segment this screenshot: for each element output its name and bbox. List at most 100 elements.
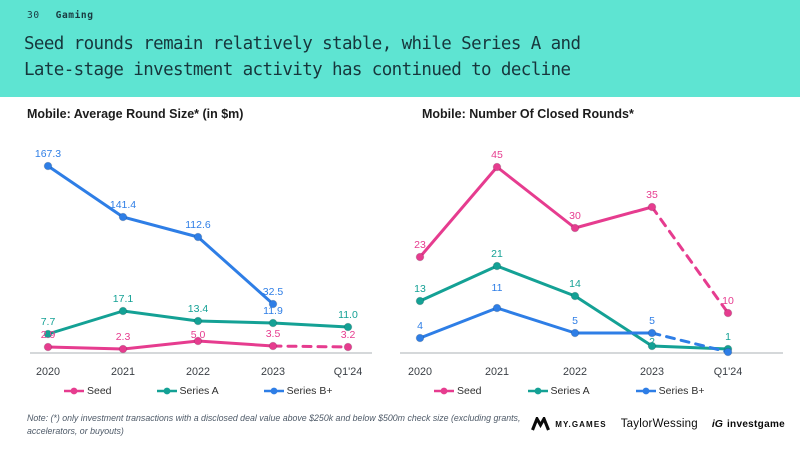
- data-point: [268, 318, 278, 328]
- data-point: [415, 333, 425, 343]
- data-label: 21: [491, 248, 503, 260]
- data-point: [647, 328, 657, 338]
- data-point: [268, 341, 278, 351]
- data-point: [343, 322, 353, 332]
- data-label: 2.3: [116, 331, 131, 343]
- data-point: [193, 316, 203, 326]
- data-label: 3.2: [341, 329, 356, 341]
- data-point: [647, 202, 657, 212]
- investgame-logo: iG investgame: [712, 418, 785, 430]
- data-point: [570, 291, 580, 301]
- data-label: 30: [569, 210, 581, 222]
- x-axis-label: 2022: [186, 366, 210, 378]
- data-label: 45: [491, 149, 503, 161]
- x-axis-label: 2022: [563, 366, 587, 378]
- mygames-zigzag-icon: [531, 417, 551, 431]
- data-label: 2: [649, 336, 655, 348]
- data-label: 13: [414, 283, 426, 295]
- x-axis-label: Q1'24: [714, 366, 742, 378]
- data-label: 14: [569, 278, 581, 290]
- data-label: 10: [722, 295, 734, 307]
- data-label: 1: [725, 331, 731, 343]
- investgame-mark-icon: iG: [711, 418, 723, 430]
- data-point: [570, 223, 580, 233]
- data-point: [268, 299, 278, 309]
- data-label: 167.3: [35, 148, 61, 160]
- data-label: 141.4: [110, 199, 136, 211]
- slide-title-line2: Late-stage investment activity has conti…: [24, 60, 571, 80]
- x-axis-label: 2021: [111, 366, 135, 378]
- data-point: [43, 329, 53, 339]
- chart-title-closed-rounds: Mobile: Number Of Closed Rounds*: [422, 107, 634, 121]
- data-label: 5: [572, 315, 578, 327]
- legend-marker-icon: [64, 387, 84, 395]
- data-point: [723, 308, 733, 318]
- data-point: [492, 303, 502, 313]
- data-point: [193, 232, 203, 242]
- legend-marker-icon: [434, 387, 454, 395]
- series-line-dashed: [271, 344, 350, 349]
- legend-item-series-a: Series A: [527, 385, 590, 397]
- legend-item-series-b: Series B+: [263, 385, 333, 397]
- header-band: 30 Gaming Seed rounds remain relatively s…: [0, 0, 800, 97]
- data-label: 3.5: [266, 328, 281, 340]
- legend-item-seed: Seed: [433, 385, 482, 397]
- data-point: [415, 252, 425, 262]
- data-point: [343, 342, 353, 352]
- series-line-solid: [418, 165, 654, 259]
- legend-marker-icon: [635, 387, 656, 395]
- data-label: 2.9: [41, 329, 56, 341]
- data-label: 11.0: [338, 309, 358, 321]
- legend-label: Series B+: [286, 385, 333, 397]
- x-axis-label: 2023: [640, 366, 664, 378]
- investgame-logo-text: investgame: [726, 419, 785, 430]
- legend-avg-round-size: Seed Series A Series B+: [63, 385, 332, 397]
- series-line-dashed: [650, 205, 730, 315]
- data-label: 5.0: [191, 329, 206, 341]
- legend-label: Series B+: [658, 385, 705, 397]
- data-point: [492, 162, 502, 172]
- series-series-b: 167.3 141.4 112.6 32.5: [35, 148, 284, 309]
- x-axis-label: 2023: [261, 366, 285, 378]
- data-point: [570, 328, 580, 338]
- legend-label: Series A: [179, 385, 219, 397]
- data-label: 23: [414, 239, 426, 251]
- data-label: 4: [417, 320, 423, 332]
- chart-title-avg-round-size: Mobile: Average Round Size* (in $m): [27, 107, 244, 121]
- series-line-solid: [46, 164, 275, 306]
- data-label: 11.9: [263, 305, 283, 317]
- legend-label: Series A: [550, 385, 590, 397]
- data-point: [415, 296, 425, 306]
- data-point: [193, 336, 203, 346]
- series-seed: 2.9 2.3 5.0 3.5 3.2: [41, 328, 356, 354]
- legend-item-seed: Seed: [63, 385, 112, 397]
- series-line-solid: [418, 306, 654, 340]
- data-point: [118, 306, 128, 316]
- legend-label: Seed: [457, 385, 482, 397]
- data-label: 35: [646, 189, 658, 201]
- data-point: [118, 344, 128, 354]
- mygames-logo-text: MY.GAMES: [555, 419, 607, 429]
- x-axis-label: Q1'24: [334, 366, 362, 378]
- data-point: [647, 341, 657, 351]
- mygames-logo: MY.GAMES: [531, 417, 606, 431]
- footnote-line1: Note: (*) only investment transactions w…: [27, 413, 521, 423]
- slide-title: Seed rounds remain relatively stable, wh…: [24, 31, 581, 83]
- data-label: 112.6: [185, 219, 211, 231]
- data-label: 13.4: [188, 303, 209, 315]
- series-series-a: 7.7 17.1 13.4 11.9 11.0: [41, 293, 358, 339]
- data-point: [43, 161, 53, 171]
- data-point: [118, 212, 128, 222]
- data-label: 32.5: [263, 286, 284, 298]
- data-label: 17.1: [113, 293, 134, 305]
- legend-item-series-a: Series A: [156, 385, 219, 397]
- data-point: [492, 261, 502, 271]
- series-seed: 23 45 30 35 10: [414, 149, 734, 318]
- slide-number: 30: [27, 10, 40, 21]
- section-label: Gaming: [55, 10, 94, 21]
- legend-marker-icon: [156, 387, 177, 395]
- series-line-dashed: [650, 331, 730, 354]
- legend-closed-rounds: Seed Series A Series B+: [433, 385, 704, 397]
- taylorwessing-logo: TaylorWessing: [620, 418, 698, 430]
